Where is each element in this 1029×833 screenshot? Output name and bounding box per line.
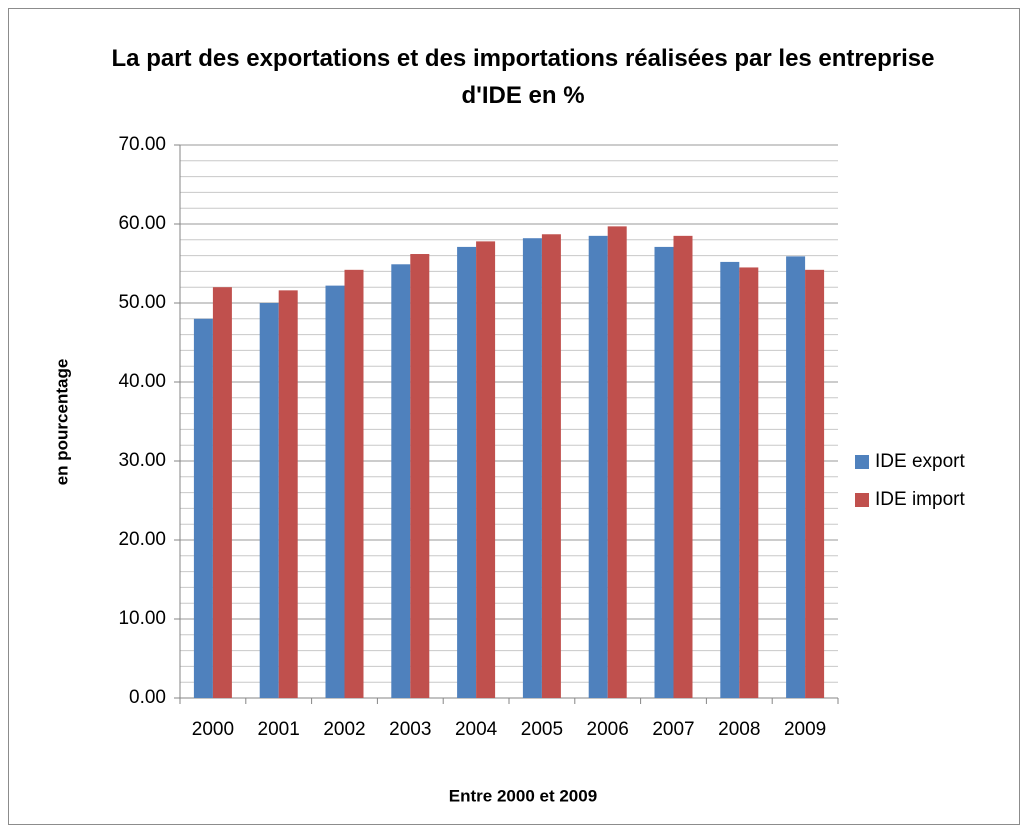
x-axis-label: Entre 2000 et 2009: [449, 786, 597, 805]
y-tick-label: 10.00: [118, 608, 166, 629]
bar: [410, 254, 430, 698]
bar: [391, 264, 411, 698]
x-tick-label: 2008: [718, 719, 760, 740]
legend-swatch: [855, 493, 869, 507]
x-tick-label: 2007: [652, 719, 694, 740]
bar: [786, 256, 806, 698]
y-axis-label: en pourcentage: [52, 359, 71, 486]
x-tick-label: 2005: [521, 719, 563, 740]
x-tick-label: 2001: [258, 719, 300, 740]
bar: [476, 241, 496, 698]
y-tick-label: 30.00: [118, 450, 166, 471]
bar: [522, 238, 542, 698]
y-tick-label: 60.00: [118, 213, 166, 234]
legend-label: IDE export: [875, 451, 965, 472]
y-tick-label: 20.00: [118, 529, 166, 550]
bar: [344, 269, 364, 698]
bar: [212, 287, 232, 698]
bar: [654, 246, 674, 698]
x-tick-label: 2000: [192, 719, 234, 740]
bar: [607, 226, 627, 698]
legend-label: IDE import: [875, 489, 965, 510]
x-tick-label: 2006: [587, 719, 629, 740]
bar: [673, 235, 693, 698]
bar: [325, 285, 345, 698]
bar: [278, 290, 298, 698]
y-tick-label: 0.00: [129, 687, 166, 708]
y-tick-label: 50.00: [118, 292, 166, 313]
bar: [720, 261, 740, 698]
y-tick-label: 70.00: [118, 134, 166, 155]
chart-title: La part des exportations et des importat…: [111, 45, 935, 109]
x-tick-label: 2002: [323, 719, 365, 740]
bar: [259, 303, 279, 698]
x-tick-label: 2009: [784, 719, 826, 740]
x-tick-label: 2004: [455, 719, 498, 740]
bar: [805, 269, 825, 698]
bar: [541, 234, 561, 698]
bar: [739, 267, 759, 698]
bar: [193, 318, 213, 698]
bar: [457, 246, 477, 698]
bar: [588, 235, 608, 698]
y-tick-label: 40.00: [118, 371, 166, 392]
legend-swatch: [855, 455, 869, 469]
x-tick-label: 2003: [389, 719, 431, 740]
